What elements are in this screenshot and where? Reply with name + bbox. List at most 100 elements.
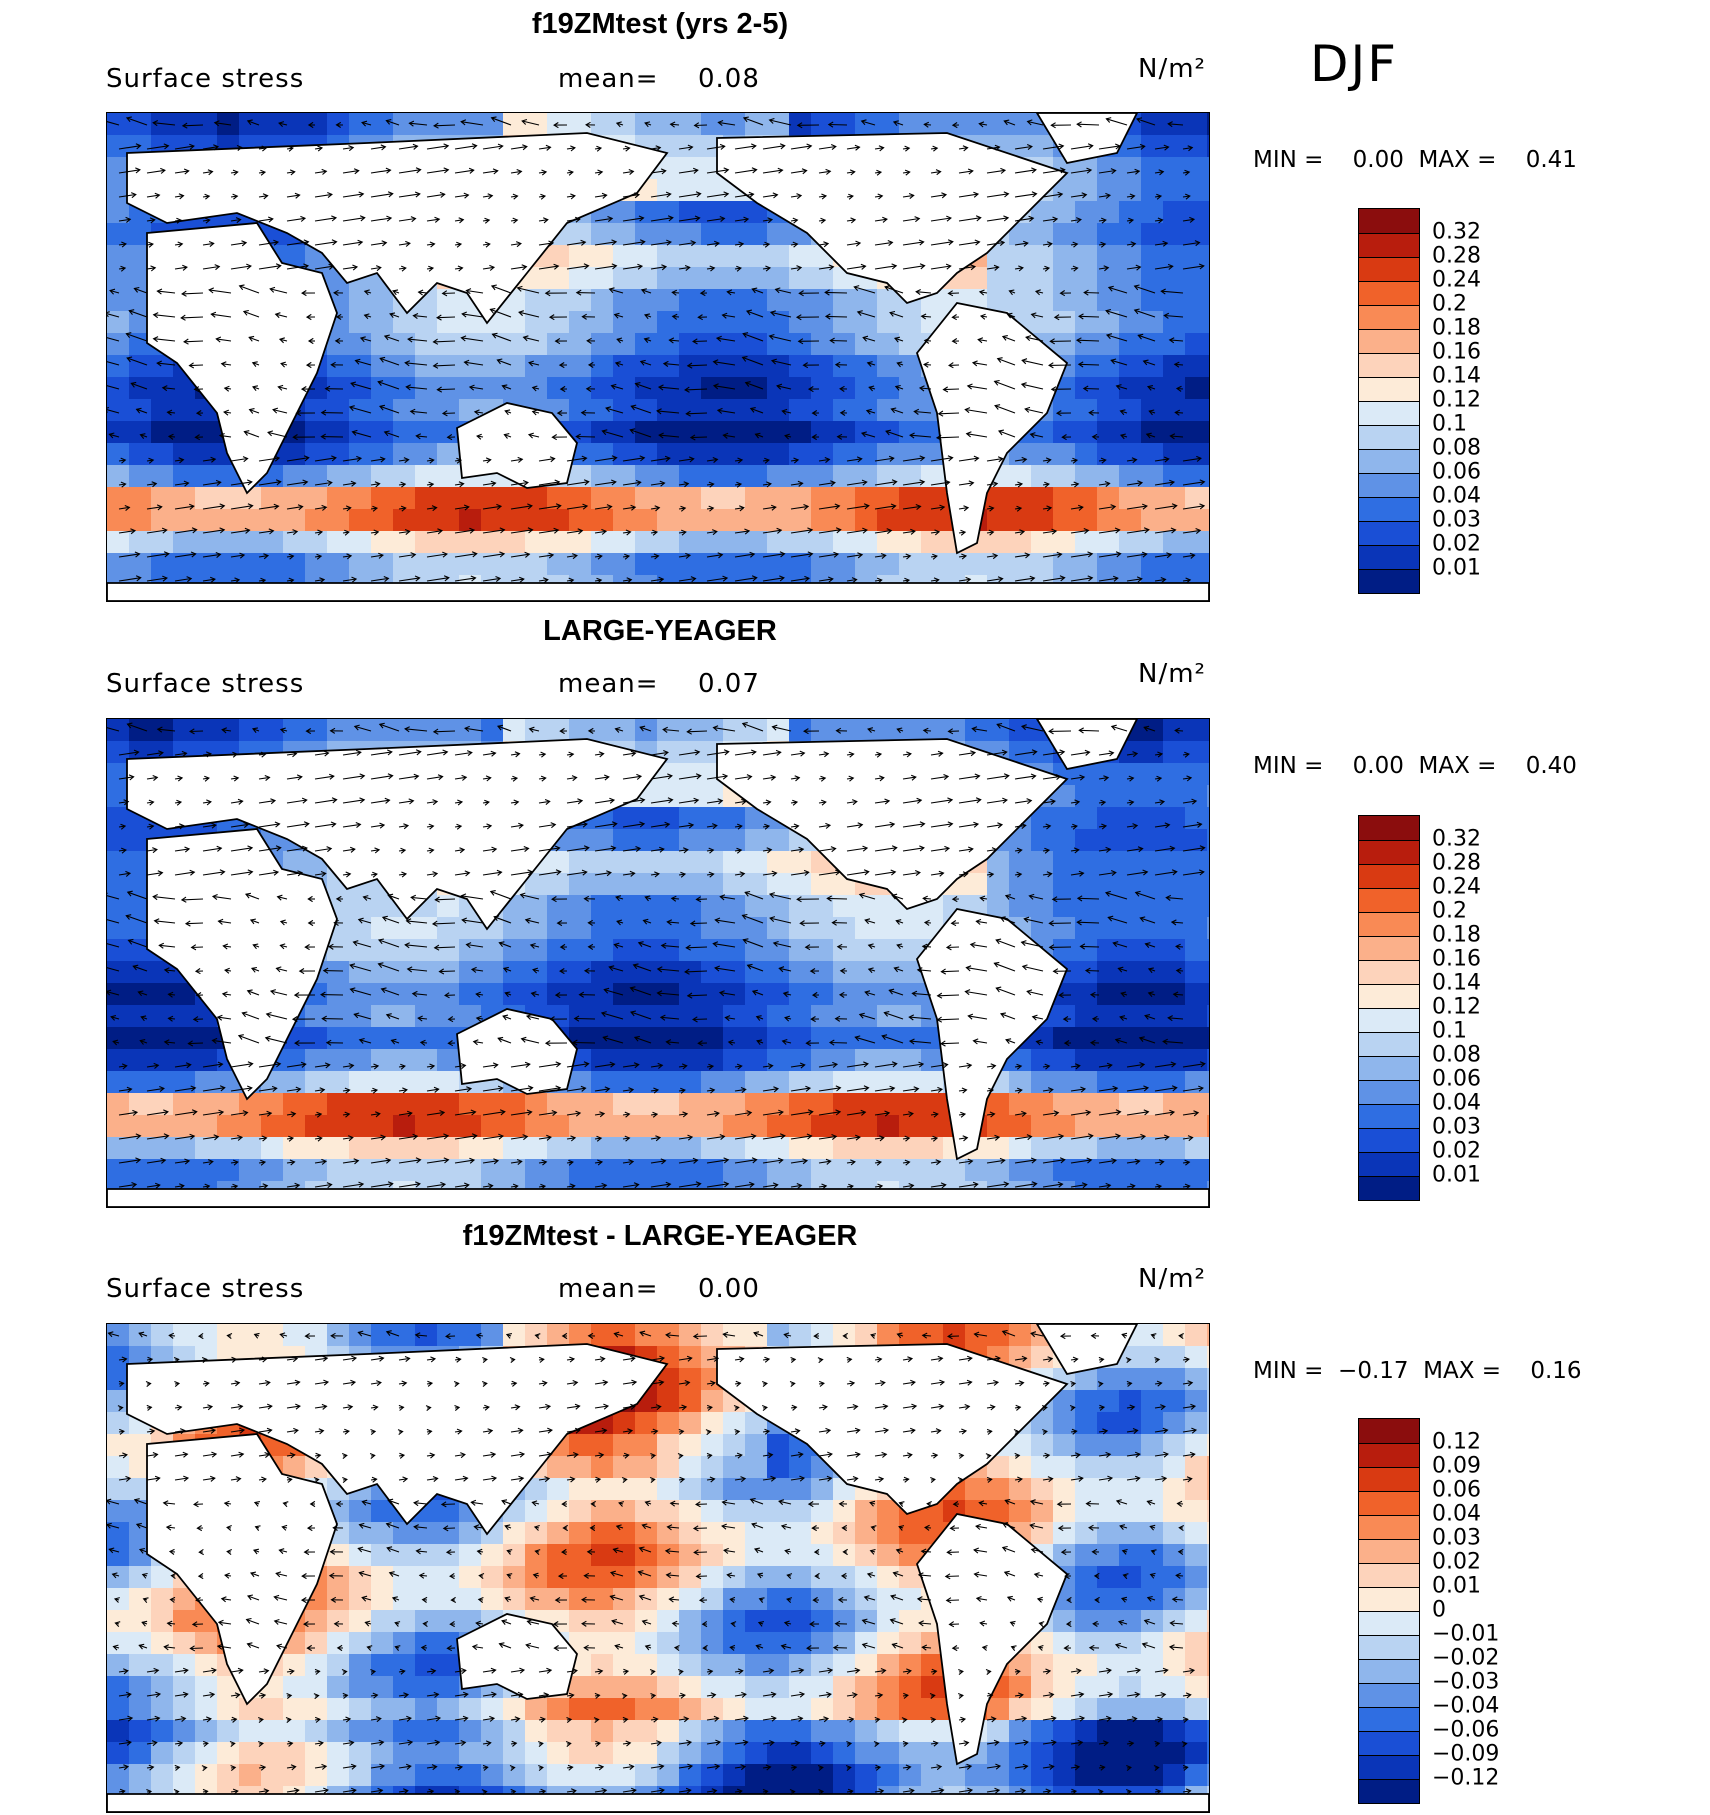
colorbar-tick-label: 0 xyxy=(1432,1597,1446,1623)
colorbar-tick-label: 0.18 xyxy=(1432,922,1481,948)
colorbar-swatch xyxy=(1359,377,1419,401)
colorbar-swatch xyxy=(1359,912,1419,936)
colorbar-tick-label: 0.32 xyxy=(1432,219,1481,245)
colorbar-swatch xyxy=(1359,1731,1419,1755)
world-map xyxy=(106,718,1210,1208)
colorbar-tick-label: 0.24 xyxy=(1432,874,1481,900)
colorbar-swatch xyxy=(1359,281,1419,305)
colorbar-tick-label: 0.2 xyxy=(1432,291,1467,317)
colorbar-tick-label: 0.06 xyxy=(1432,1066,1481,1092)
colorbar-swatch xyxy=(1359,864,1419,888)
colorbar-swatch xyxy=(1359,257,1419,281)
mean-label: mean= xyxy=(558,64,659,94)
colorbar-swatch xyxy=(1359,1152,1419,1176)
colorbar-swatch xyxy=(1359,1419,1419,1443)
colorbar-swatch xyxy=(1359,816,1419,840)
panel-model: f19ZMtest (yrs 2-5) Surface stress mean=… xyxy=(0,0,1710,602)
colorbar-tick-label: 0.28 xyxy=(1432,243,1481,269)
min-value: −0.17 xyxy=(1338,1358,1409,1384)
colorbar-tick-label: 0.03 xyxy=(1432,507,1481,533)
min-value: 0.00 xyxy=(1352,147,1404,173)
min-label: MIN = xyxy=(1253,147,1324,173)
colorbar-swatch xyxy=(1359,1635,1419,1659)
colorbar-tick-label: 0.02 xyxy=(1432,1549,1481,1575)
colorbar-swatch xyxy=(1359,960,1419,984)
colorbar-swatch xyxy=(1359,329,1419,353)
colorbar-tick-label: 0.16 xyxy=(1432,946,1481,972)
panel-title: LARGE-YEAGER xyxy=(543,615,777,647)
colorbar-swatch xyxy=(1359,1104,1419,1128)
mean-label: mean= xyxy=(558,669,659,699)
colorbar-tick-label: 0.04 xyxy=(1432,1090,1481,1116)
colorbar-swatch xyxy=(1359,840,1419,864)
panel-title: f19ZMtest (yrs 2-5) xyxy=(531,8,789,40)
colorbar-tick-label: 0.1 xyxy=(1432,411,1467,437)
max-label: MAX = xyxy=(1423,1358,1502,1384)
units-label: N/m² xyxy=(1138,54,1206,84)
colorbar-swatch xyxy=(1359,1539,1419,1563)
colorbar-swatch xyxy=(1359,1056,1419,1080)
colorbar-tick-label: 0.32 xyxy=(1432,826,1481,852)
panel-title: f19ZMtest - LARGE-YEAGER xyxy=(462,1220,858,1252)
colorbar-swatch xyxy=(1359,353,1419,377)
colorbar-tick-label: 0.12 xyxy=(1432,1429,1481,1455)
colorbar-swatch xyxy=(1359,545,1419,569)
colorbar-tick-label: 0.16 xyxy=(1432,339,1481,365)
colorbar-tick-label: 0.01 xyxy=(1432,1573,1481,1599)
colorbar-swatch xyxy=(1359,1515,1419,1539)
colorbar-tick-label: 0.02 xyxy=(1432,531,1481,557)
colorbar-tick-label: −0.01 xyxy=(1432,1621,1500,1647)
min-value: 0.00 xyxy=(1352,753,1404,779)
colorbar xyxy=(1358,208,1420,594)
colorbar-tick-label: 0.14 xyxy=(1432,363,1481,389)
colorbar-tick-label: 0.12 xyxy=(1432,994,1481,1020)
world-map xyxy=(106,112,1210,602)
colorbar-swatch xyxy=(1359,1491,1419,1515)
colorbar-tick-label: 0.09 xyxy=(1432,1453,1481,1479)
colorbar xyxy=(1358,1418,1420,1804)
min-max-readout: MIN = 0.00 MAX = 0.41 xyxy=(1253,147,1577,173)
min-label: MIN = xyxy=(1253,1358,1324,1384)
colorbar-tick-label: 0.01 xyxy=(1432,555,1481,581)
colorbar-swatch xyxy=(1359,1755,1419,1779)
colorbar-tick-label: −0.12 xyxy=(1432,1765,1500,1791)
colorbar-swatch xyxy=(1359,1563,1419,1587)
min-max-readout: MIN = 0.00 MAX = 0.40 xyxy=(1253,753,1577,779)
season-label: DJF xyxy=(1310,35,1399,93)
colorbar-swatch xyxy=(1359,1683,1419,1707)
colorbar-tick-label: −0.09 xyxy=(1432,1741,1500,1767)
colorbar-tick-label: 0.08 xyxy=(1432,1042,1481,1068)
colorbar-tick-label: −0.06 xyxy=(1432,1717,1500,1743)
colorbar-tick-label: 0.2 xyxy=(1432,898,1467,924)
colorbar-swatch xyxy=(1359,521,1419,545)
colorbar-swatch xyxy=(1359,1080,1419,1104)
mean-value: 0.07 xyxy=(698,669,760,699)
mean-value: 0.08 xyxy=(698,64,760,94)
variable-label: Surface stress xyxy=(106,669,305,699)
colorbar-swatch xyxy=(1359,1467,1419,1491)
units-label: N/m² xyxy=(1138,1264,1206,1294)
max-value: 0.41 xyxy=(1525,147,1577,173)
colorbar-swatch xyxy=(1359,497,1419,521)
colorbar-tick-label: −0.04 xyxy=(1432,1693,1500,1719)
colorbar-tick-label: 0.06 xyxy=(1432,1477,1481,1503)
colorbar-swatch xyxy=(1359,1128,1419,1152)
colorbar-swatch xyxy=(1359,1443,1419,1467)
colorbar-tick-label: 0.1 xyxy=(1432,1018,1467,1044)
colorbar-swatch xyxy=(1359,569,1419,593)
max-label: MAX = xyxy=(1418,147,1497,173)
colorbar-swatch xyxy=(1359,401,1419,425)
colorbar-tick-label: 0.12 xyxy=(1432,387,1481,413)
colorbar-swatch xyxy=(1359,1176,1419,1200)
colorbar-tick-label: −0.02 xyxy=(1432,1645,1500,1671)
colorbar-swatch xyxy=(1359,1587,1419,1611)
units-label: N/m² xyxy=(1138,659,1206,689)
colorbar-tick-label: 0.28 xyxy=(1432,850,1481,876)
colorbar-swatch xyxy=(1359,1779,1419,1803)
min-label: MIN = xyxy=(1253,753,1324,779)
colorbar-tick-label: 0.08 xyxy=(1432,435,1481,461)
colorbar-swatch xyxy=(1359,1611,1419,1635)
colorbar-tick-label: 0.18 xyxy=(1432,315,1481,341)
colorbar-tick-label: 0.03 xyxy=(1432,1525,1481,1551)
max-label: MAX = xyxy=(1418,753,1497,779)
